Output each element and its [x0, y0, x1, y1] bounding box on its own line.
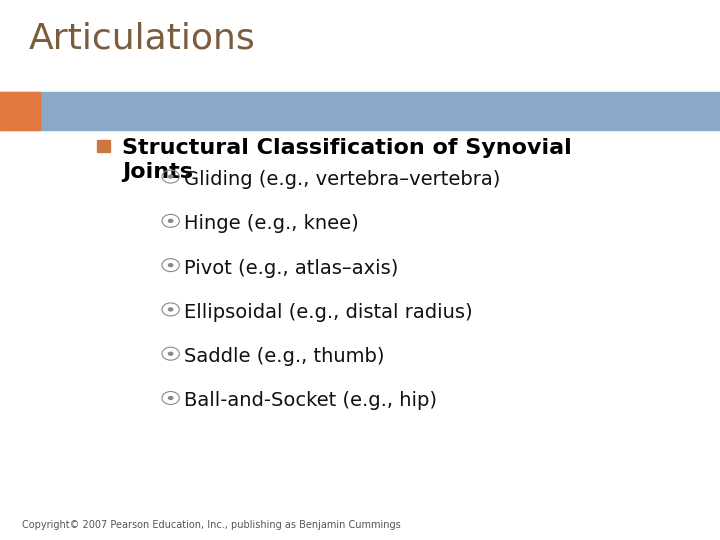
Circle shape	[168, 307, 174, 312]
Text: Structural Classification of Synovial
Joints: Structural Classification of Synovial Jo…	[122, 138, 572, 181]
Text: Gliding (e.g., vertebra–vertebra): Gliding (e.g., vertebra–vertebra)	[184, 170, 500, 189]
Text: Articulations: Articulations	[29, 22, 256, 56]
Text: Copyright© 2007 Pearson Education, Inc., publishing as Benjamin Cummings: Copyright© 2007 Pearson Education, Inc.,…	[22, 520, 400, 530]
Circle shape	[168, 174, 174, 179]
Text: Hinge (e.g., knee): Hinge (e.g., knee)	[184, 214, 359, 233]
Bar	[0, 92, 40, 130]
Circle shape	[168, 352, 174, 356]
Circle shape	[168, 263, 174, 267]
Circle shape	[168, 219, 174, 223]
Bar	[97, 140, 110, 152]
Text: Saddle (e.g., thumb): Saddle (e.g., thumb)	[184, 347, 384, 366]
Bar	[0, 92, 720, 130]
Text: Ellipsoidal (e.g., distal radius): Ellipsoidal (e.g., distal radius)	[184, 303, 472, 322]
Text: Ball-and-Socket (e.g., hip): Ball-and-Socket (e.g., hip)	[184, 392, 436, 410]
Text: Pivot (e.g., atlas–axis): Pivot (e.g., atlas–axis)	[184, 259, 398, 278]
Circle shape	[168, 396, 174, 400]
